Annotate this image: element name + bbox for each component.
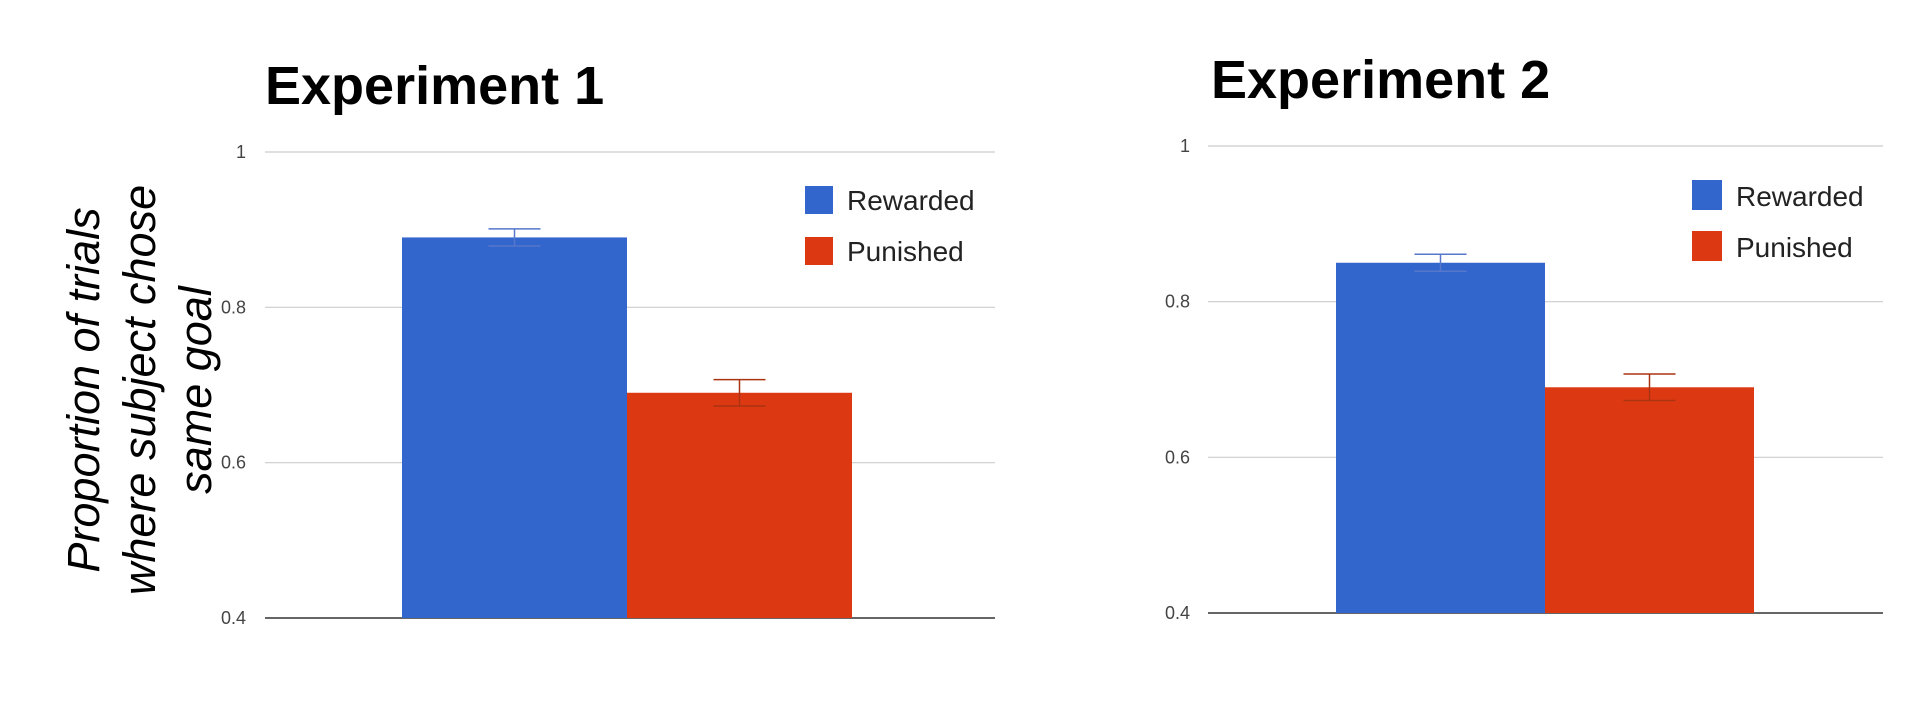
y-tick-label: 0.6 <box>1165 447 1190 467</box>
y-tick-label: 0.6 <box>221 453 246 473</box>
legend-swatch-rewarded <box>1692 180 1722 210</box>
y-tick-label: 0.4 <box>221 608 246 628</box>
y-tick-label: 0.4 <box>1165 603 1190 623</box>
legend-label-punished: Punished <box>1736 232 1853 263</box>
y-tick-label: 1 <box>1180 136 1190 156</box>
legend-swatch-punished <box>805 237 833 265</box>
legend-swatch-punished <box>1692 231 1722 261</box>
y-tick-label: 0.8 <box>221 297 246 317</box>
y-tick-label: 1 <box>236 142 246 162</box>
bar-rewarded <box>402 237 627 618</box>
bar-rewarded <box>1336 262 1545 613</box>
chart-title: Experiment 1 <box>265 56 604 116</box>
legend-label-rewarded: Rewarded <box>1736 181 1864 212</box>
legend-swatch-rewarded <box>805 186 833 214</box>
chart-title: Experiment 2 <box>1211 50 1550 110</box>
bar-punished <box>627 392 852 618</box>
y-tick-label: 0.8 <box>1165 292 1190 312</box>
legend-label-punished: Punished <box>847 236 964 267</box>
legend-label-rewarded: Rewarded <box>847 185 975 216</box>
bar-punished <box>1545 387 1754 613</box>
